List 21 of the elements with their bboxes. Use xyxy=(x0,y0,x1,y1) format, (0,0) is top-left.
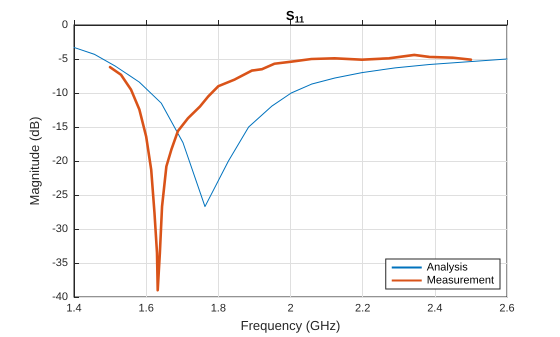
x-tick-label: 1.8 xyxy=(210,302,226,314)
y-tick-label: -5 xyxy=(58,53,68,65)
y-tick-label: -25 xyxy=(52,189,68,201)
y-tick-label: -15 xyxy=(52,121,68,133)
x-tick-label: 2.6 xyxy=(499,302,515,314)
y-tick-label: -30 xyxy=(52,223,68,235)
y-tick-label: -40 xyxy=(52,291,68,303)
y-tick-label: 0 xyxy=(62,19,68,31)
legend-label: Measurement xyxy=(426,274,494,286)
y-tick-label: -20 xyxy=(52,155,68,167)
line-series xyxy=(74,46,508,208)
x-axis-title: Frequency (GHz) xyxy=(240,318,340,333)
x-tick-label: 1.6 xyxy=(138,302,154,314)
y-axis-title: Magnitude (dB) xyxy=(27,116,42,206)
y-tick-label: -35 xyxy=(52,257,68,269)
x-tick-label: 2 xyxy=(287,302,294,314)
x-tick-label: 2.2 xyxy=(355,302,370,314)
x-tick-label: 1.4 xyxy=(66,302,82,314)
legend-label: Analysis xyxy=(426,262,468,274)
y-tick-label: -10 xyxy=(52,87,68,99)
x-tick-label: 2.4 xyxy=(427,302,442,314)
